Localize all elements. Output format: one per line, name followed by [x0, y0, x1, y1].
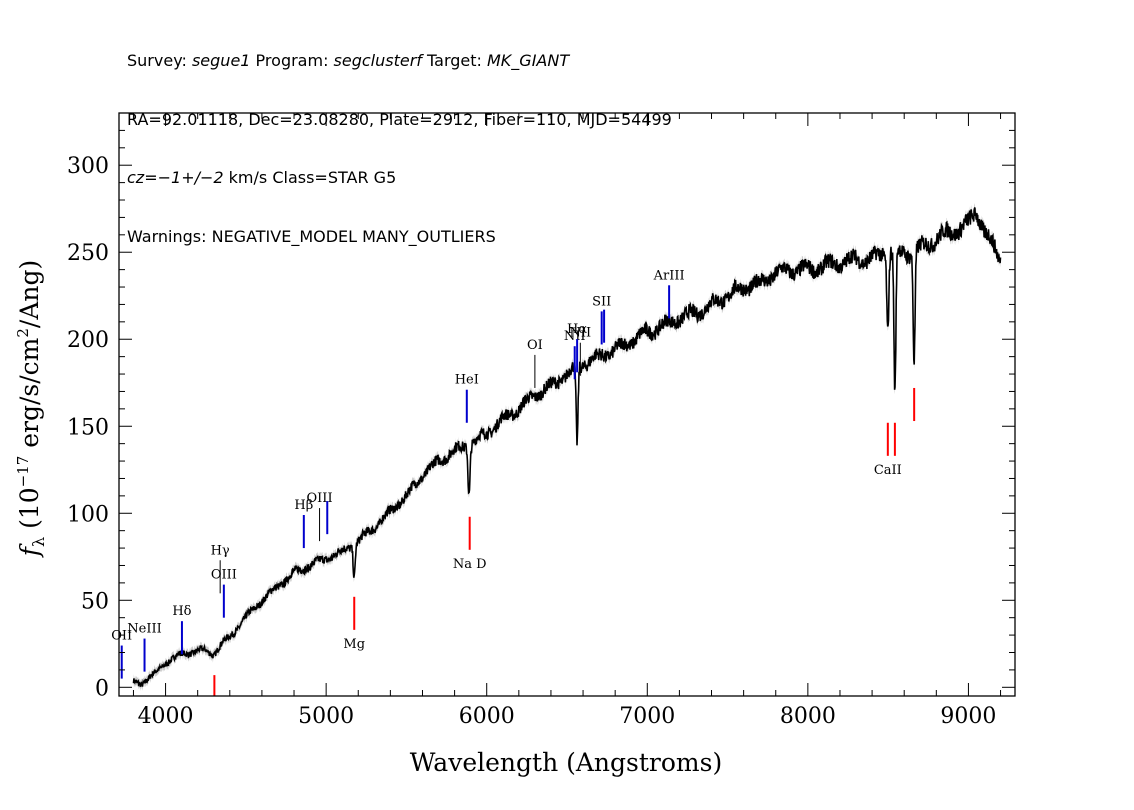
x-tick-label: 9000	[940, 704, 996, 729]
line-label-17: Mg	[343, 637, 365, 652]
y-tick-label: 200	[67, 328, 109, 353]
y-tick-label: 250	[67, 241, 109, 266]
line-label-10: NII	[564, 329, 586, 344]
line-label-8: HeI	[455, 373, 479, 388]
plot-axes: 4000 5000 6000 7000 8000 9000 0 50 100 150 200 250 3…	[67, 112, 1016, 729]
y-tick-label: 150	[67, 415, 109, 440]
y-tick-label: 0	[95, 676, 109, 701]
header-survey-part: Program:	[250, 51, 334, 70]
x-tick-label: 4000	[138, 704, 194, 729]
y-tick-label: 300	[67, 154, 109, 179]
line-label-4: OIII	[211, 568, 237, 583]
line-label-15: ArIII	[653, 268, 685, 283]
header-line-survey: Survey: segue1 Program: segclusterf Targ…	[127, 51, 672, 71]
line-label-9: OI	[527, 338, 543, 353]
spectrum-error-band	[133, 203, 1001, 692]
header-line-redshift-class: cz=−1+/−2 km/s Class=STAR G5	[127, 168, 672, 188]
line-label-12: NII	[569, 326, 591, 341]
line-label-0: OII	[111, 629, 132, 644]
header-survey-part: segue1	[191, 51, 251, 70]
y-axis-title: fλ (10−17 erg/s/cm2/Ang)	[14, 260, 48, 559]
line-label-2: Hδ	[172, 604, 191, 619]
spectrum-header: Survey: segue1 Program: segclusterf Targ…	[127, 12, 672, 266]
y-axis-title-part: /Ang)	[15, 260, 44, 328]
y-axis-title-part: 2	[14, 328, 32, 338]
y-axis-title-part: (10	[15, 487, 44, 537]
y-axis-title-part: −17	[14, 456, 32, 488]
header-survey-part: Target:	[421, 51, 487, 70]
y-axis-title-part: f	[15, 543, 44, 558]
x-tick-label: 5000	[298, 704, 354, 729]
x-tick-label: 6000	[459, 704, 515, 729]
spectrum-series	[132, 203, 1002, 692]
line-label-6: OIII	[307, 491, 333, 506]
header-redshift-part: cz=−1+/−2	[127, 168, 224, 187]
y-axis-title-part: λ	[29, 537, 48, 547]
line-label-1: NeIII	[127, 622, 161, 637]
x-tick-label: 8000	[780, 704, 836, 729]
y-tick-label: 100	[67, 502, 109, 527]
line-markers: OIINeIIIHδHγOIIIHβOIIIHeIOINIIHαNIISIIAr…	[111, 268, 916, 696]
y-axis-title-part: erg/s/cm	[15, 337, 44, 455]
header-redshift-part: km/s Class=STAR G5	[223, 168, 397, 187]
header-survey-part: Survey:	[127, 51, 192, 70]
x-axis-title: Wavelength (Angstroms)	[410, 748, 722, 777]
line-label-13: SII	[592, 294, 611, 309]
header-line-coordinates: RA=92.01118, Dec=23.08280, Plate=2912, F…	[127, 109, 672, 129]
y-tick-label: 50	[81, 589, 109, 614]
header-survey-part: MK_GIANT	[487, 51, 570, 70]
plot-frame	[118, 112, 1016, 697]
spectrum-line	[132, 207, 1002, 687]
x-tick-label: 7000	[619, 704, 675, 729]
line-label-19: CaII	[874, 463, 902, 478]
line-label-5: Hβ	[294, 498, 313, 513]
header-line-warnings: Warnings: NEGATIVE_MODEL MANY_OUTLIERS	[127, 226, 496, 246]
line-label-11: Hα	[567, 322, 587, 337]
line-label-18: Na D	[453, 557, 487, 572]
line-label-3: Hγ	[211, 543, 230, 558]
header-survey-part: segclusterf	[333, 51, 422, 70]
